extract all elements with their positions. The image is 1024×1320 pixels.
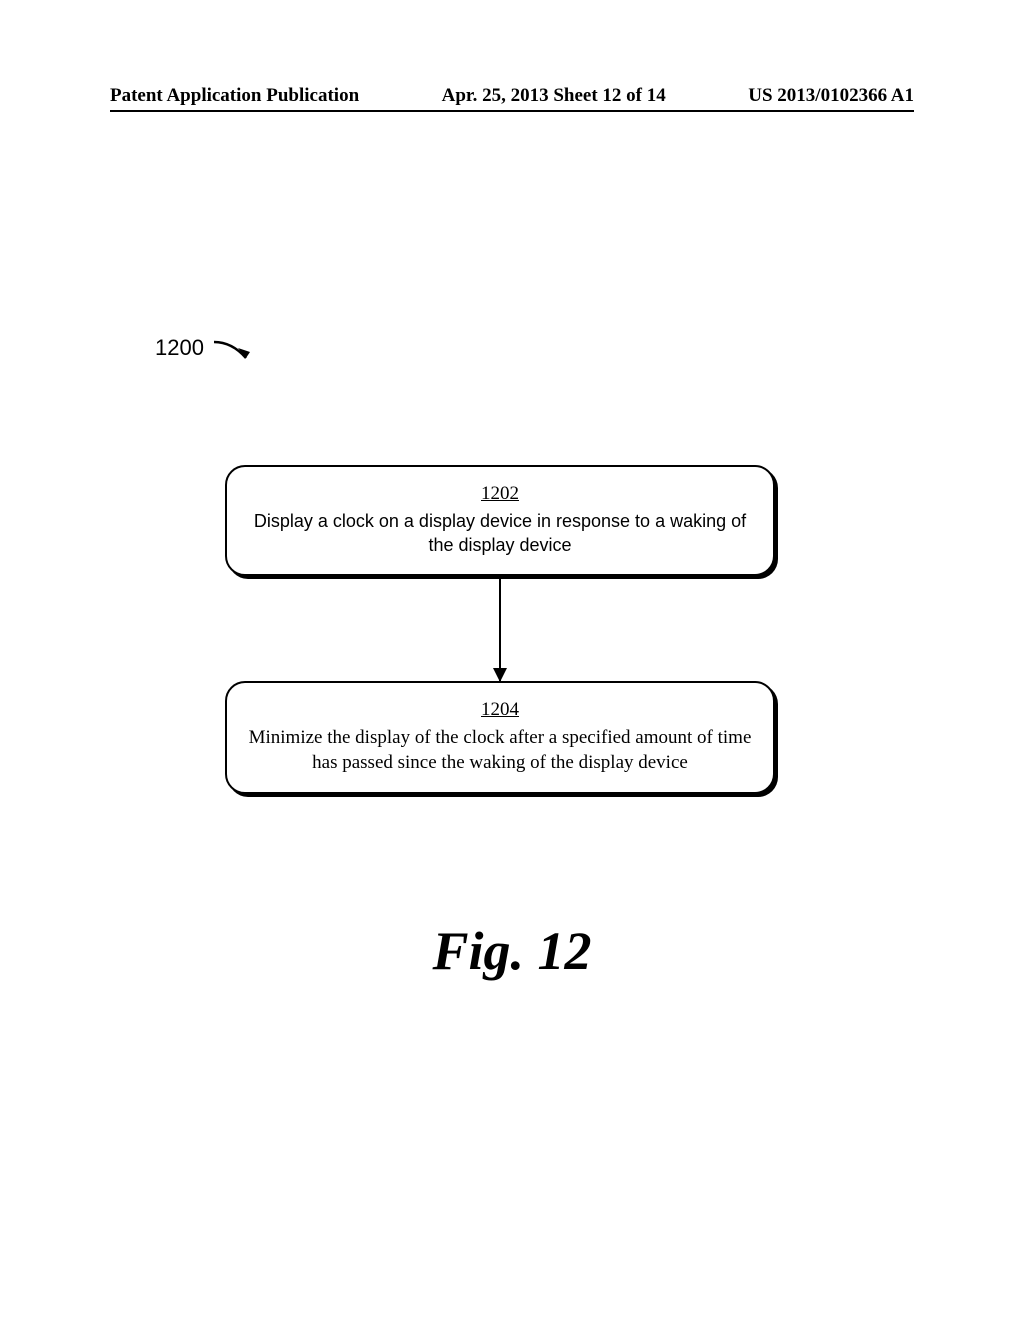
flow-box-1204: 1204 Minimize the display of the clock a… xyxy=(225,681,775,794)
header-rule xyxy=(110,110,914,112)
box-text: Display a clock on a display device in r… xyxy=(247,509,753,558)
flow-connector xyxy=(499,576,501,681)
box-number: 1204 xyxy=(247,699,753,721)
figure-caption: Fig. 12 xyxy=(0,920,1024,982)
header-center: Apr. 25, 2013 Sheet 12 of 14 xyxy=(442,85,666,107)
reference-arrow-icon xyxy=(210,338,260,368)
reference-number: 1200 xyxy=(155,335,204,361)
flow-box-1202: 1202 Display a clock on a display device… xyxy=(225,465,775,576)
box-number: 1202 xyxy=(247,483,753,505)
header-left: Patent Application Publication xyxy=(110,85,359,107)
flowchart: 1202 Display a clock on a display device… xyxy=(225,465,775,794)
box-text: Minimize the display of the clock after … xyxy=(247,725,753,776)
header-right: US 2013/0102366 A1 xyxy=(748,85,914,107)
page-header: Patent Application Publication Apr. 25, … xyxy=(0,85,1024,107)
